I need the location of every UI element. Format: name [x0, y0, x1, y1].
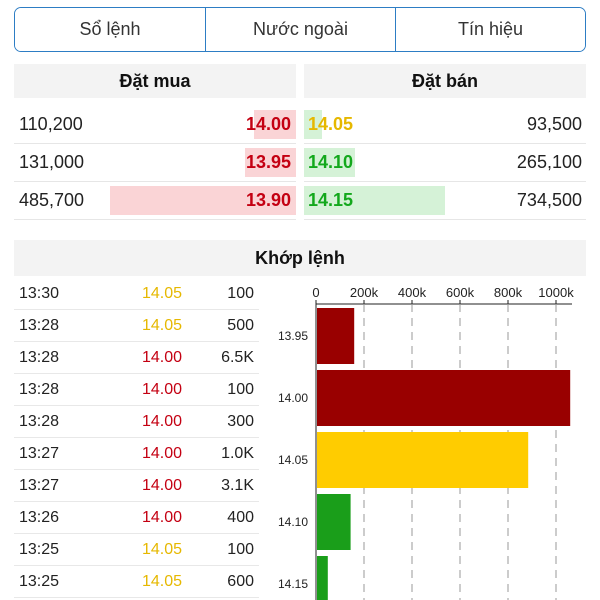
trade-row: 13:28 14.00 100	[14, 374, 259, 406]
trade-time: 13:25	[19, 572, 60, 590]
volume-bar	[317, 494, 351, 550]
trade-price: 14.00	[141, 412, 183, 430]
sell-order-row[interactable]: 14.10 265,100	[304, 144, 586, 182]
y-tick-label: 14.00	[278, 391, 308, 405]
volume-bar	[317, 308, 355, 364]
trade-volume: 500	[227, 316, 254, 334]
y-tick-label: 14.10	[278, 515, 308, 529]
trade-price: 14.00	[141, 348, 183, 366]
trade-row: 13:28 14.05 500	[14, 310, 259, 342]
x-tick-label: 600k	[446, 285, 475, 300]
trade-row: 13:25 14.05 600	[14, 566, 259, 598]
trade-volume: 300	[227, 412, 254, 430]
buy-price: 14.00	[245, 114, 291, 134]
trade-time: 13:30	[19, 284, 60, 302]
volume-bar	[317, 432, 529, 488]
trade-volume: 100	[227, 284, 254, 302]
trade-time: 13:27	[19, 476, 60, 494]
trade-price: 14.05	[141, 540, 183, 558]
trade-row: 13:27 14.00 1.0K	[14, 438, 259, 470]
x-tick-label: 800k	[494, 285, 523, 300]
x-tick-label: 1000k	[538, 285, 574, 300]
trade-row: 13:25 14.05 100	[14, 534, 259, 566]
sell-order-row[interactable]: 14.05 93,500	[304, 106, 586, 144]
sell-price: 14.15	[308, 190, 354, 210]
sell-volume: 265,100	[516, 152, 582, 172]
trade-price: 14.00	[141, 444, 183, 462]
x-tick-label: 0	[312, 285, 319, 300]
tab-order-book[interactable]: Sổ lệnh	[15, 8, 205, 51]
trade-volume: 1.0K	[221, 444, 254, 462]
sell-order-row[interactable]: 14.15 734,500	[304, 182, 586, 220]
sell-depth-bar	[304, 186, 445, 215]
sell-volume: 734,500	[516, 190, 582, 210]
buy-volume: 131,000	[19, 152, 85, 172]
volume-bar	[317, 556, 328, 600]
trade-time: 13:28	[19, 380, 60, 398]
buy-orders-header: Đặt mua	[14, 64, 296, 98]
trade-row: 13:26 14.00 400	[14, 502, 259, 534]
sell-orders-header: Đặt bán	[304, 64, 586, 98]
buy-depth-bar	[245, 148, 296, 177]
sell-price: 14.10	[308, 152, 354, 172]
trade-volume: 400	[227, 508, 254, 526]
trade-price: 14.05	[141, 316, 183, 334]
trade-time: 13:25	[19, 540, 60, 558]
trade-row: 13:30 14.05 100	[14, 278, 259, 310]
buy-price: 13.90	[245, 190, 291, 210]
sell-depth-bar	[304, 148, 355, 177]
sell-volume: 93,500	[526, 114, 582, 134]
trade-volume: 600	[227, 572, 254, 590]
x-tick-label: 200k	[350, 285, 379, 300]
matched-orders-header: Khớp lệnh	[14, 240, 586, 276]
trade-volume: 3.1K	[221, 476, 254, 494]
trade-row: 13:28 14.00 300	[14, 406, 259, 438]
trade-volume: 6.5K	[221, 348, 254, 366]
trade-price: 14.00	[141, 380, 183, 398]
trade-time: 13:27	[19, 444, 60, 462]
buy-depth-bar	[253, 110, 296, 139]
sell-price: 14.05	[308, 114, 354, 134]
tab-foreign[interactable]: Nước ngoài	[205, 8, 395, 51]
buy-volume: 485,700	[19, 190, 85, 210]
y-tick-label: 14.05	[278, 453, 308, 467]
trade-price: 14.00	[141, 476, 183, 494]
trade-price: 14.05	[141, 572, 183, 590]
trade-time: 13:28	[19, 348, 60, 366]
x-tick-label: 400k	[398, 285, 427, 300]
trade-time: 13:28	[19, 412, 60, 430]
sell-depth-bar	[304, 110, 323, 139]
trade-volume: 100	[227, 380, 254, 398]
buy-volume: 110,200	[19, 114, 83, 134]
buy-price: 13.95	[245, 152, 291, 172]
volume-bar	[317, 370, 571, 426]
buy-order-row[interactable]: 110,200 14.00	[14, 106, 296, 144]
trade-time: 13:26	[19, 508, 60, 526]
buy-order-row[interactable]: 131,000 13.95	[14, 144, 296, 182]
trade-price: 14.05	[141, 284, 183, 302]
tab-signals[interactable]: Tín hiệu	[395, 8, 585, 51]
volume-by-price-chart: 0 200k 400k 600k 800k 1000k 13.95 14.00 14.05 14.…	[278, 285, 574, 600]
buy-order-row[interactable]: 485,700 13.90	[14, 182, 296, 220]
trade-row: 13:27 14.00 3.1K	[14, 470, 259, 502]
y-tick-label: 13.95	[278, 329, 308, 343]
trade-time: 13:28	[19, 316, 60, 334]
trade-volume: 100	[227, 540, 254, 558]
buy-depth-bar	[109, 186, 296, 215]
trade-row: 13:28 14.00 6.5K	[14, 342, 259, 374]
y-tick-label: 14.15	[278, 577, 308, 591]
tab-bar: Sổ lệnh Nước ngoài Tín hiệu	[14, 7, 586, 52]
trade-price: 14.00	[141, 508, 183, 526]
